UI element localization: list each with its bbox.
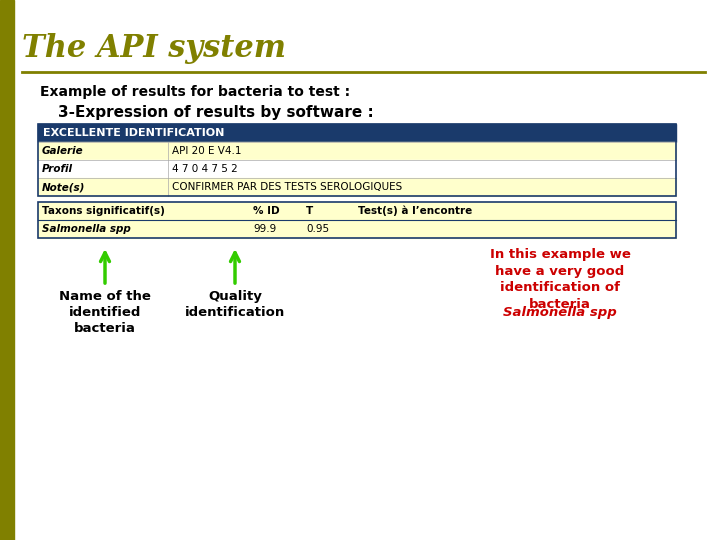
Bar <box>38 142 676 160</box>
Text: Quality
identification: Quality identification <box>185 290 285 319</box>
Text: API 20 E V4.1: API 20 E V4.1 <box>172 146 241 156</box>
Text: T: T <box>306 206 313 216</box>
Text: The API system: The API system <box>22 32 286 64</box>
Text: % ID: % ID <box>253 206 279 216</box>
Bar <box>38 124 676 142</box>
Text: Salmonella spp: Salmonella spp <box>503 306 617 319</box>
Text: Example of results for bacteria to test :: Example of results for bacteria to test … <box>40 85 350 99</box>
Text: Profil: Profil <box>42 164 73 174</box>
Bar <box>38 202 676 220</box>
Text: Salmonella spp: Salmonella spp <box>42 224 131 234</box>
Text: Test(s) à l’encontre: Test(s) à l’encontre <box>358 206 472 216</box>
Bar <box>38 178 676 196</box>
Text: Name of the
identified
bacteria: Name of the identified bacteria <box>59 290 151 335</box>
Bar <box>38 124 676 196</box>
Text: 3-Expression of results by software :: 3-Expression of results by software : <box>58 105 374 120</box>
Text: CONFIRMER PAR DES TESTS SEROLOGIQUES: CONFIRMER PAR DES TESTS SEROLOGIQUES <box>172 182 402 192</box>
Bar <box>38 160 676 178</box>
Text: Note(s): Note(s) <box>42 182 86 192</box>
Text: EXCELLENTE IDENTIFICATION: EXCELLENTE IDENTIFICATION <box>43 128 225 138</box>
Text: 4 7 0 4 7 5 2: 4 7 0 4 7 5 2 <box>172 164 238 174</box>
Text: 99.9: 99.9 <box>253 224 276 234</box>
Text: Galerie: Galerie <box>42 146 84 156</box>
Bar <box>38 202 676 238</box>
Bar <box>0 0 14 540</box>
Bar <box>38 220 676 238</box>
Text: 0.95: 0.95 <box>306 224 329 234</box>
Text: In this example we
have a very good
identification of
bacteria: In this example we have a very good iden… <box>490 248 631 310</box>
Text: Taxons significatif(s): Taxons significatif(s) <box>42 206 165 216</box>
